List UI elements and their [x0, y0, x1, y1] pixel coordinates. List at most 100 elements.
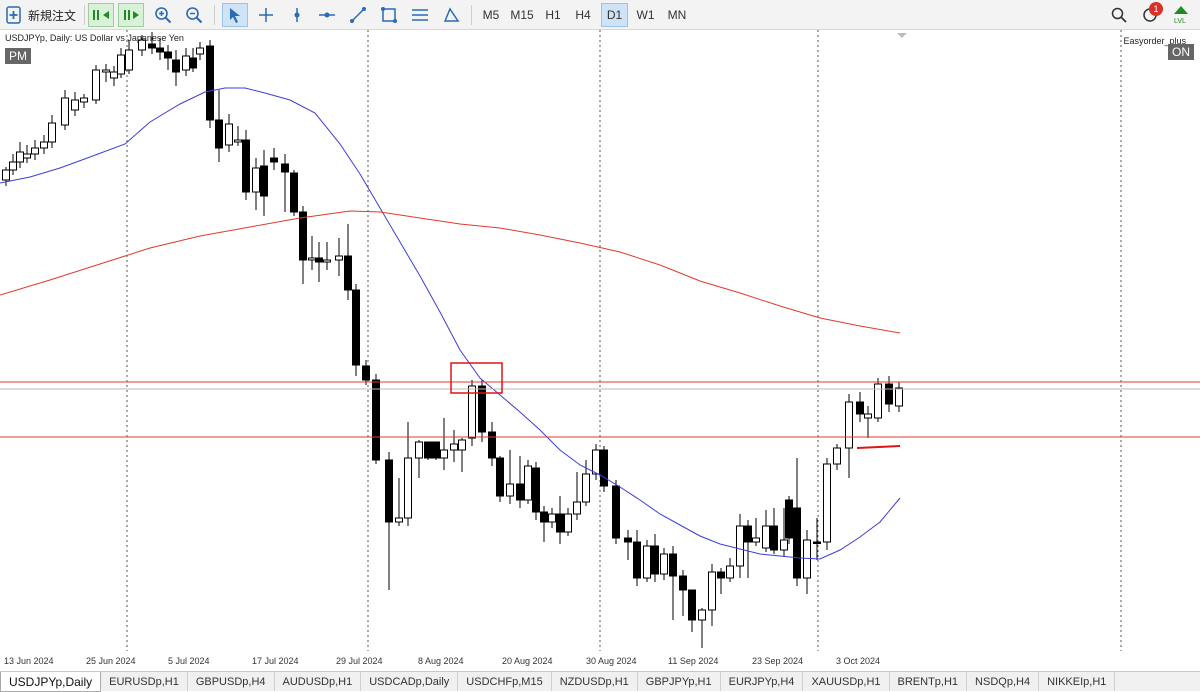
candle-body [624, 537, 632, 543]
candle-body [196, 47, 204, 55]
tab-eurjpy-h4[interactable]: EURJPYp,H4 [721, 672, 804, 691]
candle-body [404, 457, 412, 519]
candle-body [592, 449, 600, 475]
tab-usdjpy-daily[interactable]: USDJPYp,Daily [0, 672, 102, 692]
one-click-trading-icon[interactable] [88, 3, 114, 27]
candle-body [874, 383, 882, 419]
tab-brent-h1[interactable]: BRENTp,H1 [890, 672, 968, 691]
tab-xauusd-h1[interactable]: XAUUSDp,H1 [803, 672, 890, 691]
candle-body [488, 431, 496, 459]
candle-body [744, 525, 752, 543]
candle-body [156, 47, 164, 53]
timeframe-h1-button[interactable]: H1 [545, 8, 561, 22]
candle-body [299, 211, 307, 261]
candle-body [660, 553, 668, 575]
candle-body [450, 443, 458, 451]
x-axis-tick-label: 5 Jul 2024 [168, 656, 210, 666]
tab-gbpusd-h4[interactable]: GBPUSDp,H4 [188, 672, 275, 691]
zoom-in-icon[interactable] [151, 3, 175, 27]
price-chart[interactable]: 13 Jun 2024 25 Jun 2024 5 Jul 2024 17 Jul 2… [0, 30, 1200, 671]
candle-body [432, 441, 440, 459]
triangle-icon[interactable] [439, 3, 463, 27]
tab-usdchf-m15[interactable]: USDCHFp,M15 [458, 672, 552, 691]
chart-shift-icon[interactable] [118, 3, 144, 27]
candle-body [362, 365, 370, 381]
x-axis-tick-label: 3 Oct 2024 [836, 656, 880, 666]
x-axis-tick-label: 8 Aug 2024 [418, 656, 464, 666]
candle-body [323, 259, 331, 263]
fibonacci-icon[interactable] [408, 3, 432, 27]
new-order-button[interactable]: 新規注文 [6, 3, 76, 27]
zoom-out-icon[interactable] [182, 3, 206, 27]
candle-body [726, 565, 734, 579]
candle-body [813, 541, 821, 544]
candle-body [395, 517, 403, 523]
tab-nzdusd-h1[interactable]: NZDUSDp,H1 [552, 672, 638, 691]
candle-body [736, 525, 744, 567]
x-axis-tick-label: 25 Jun 2024 [86, 656, 136, 666]
timeframe-mn-button[interactable]: MN [667, 8, 687, 22]
candle-body [9, 161, 17, 171]
candle-body [424, 441, 432, 459]
toolbar-separator [214, 5, 215, 25]
candle-body [252, 167, 260, 193]
easyorder-on-toggle[interactable]: ON [1168, 44, 1194, 60]
candle-body [290, 172, 298, 213]
symbol-label: USDJPYp, Daily: US Dollar vs Japanese Ye… [5, 33, 184, 43]
candle-body [633, 541, 641, 579]
marker-line [856, 445, 901, 449]
moving-average-long [0, 210, 901, 334]
candle-body [102, 69, 110, 73]
candle-body [785, 499, 793, 539]
timeframe-m5-button[interactable]: M5 [482, 8, 500, 22]
pm-badge: PM [5, 48, 31, 64]
timeframe-w1-button[interactable]: W1 [636, 8, 655, 22]
cursor-icon[interactable] [222, 3, 248, 27]
candle-body [2, 169, 10, 181]
candle-body [856, 401, 864, 415]
candle-body [415, 441, 423, 459]
candle-body [148, 43, 156, 49]
search-icon[interactable] [1107, 3, 1131, 27]
candle-body [532, 467, 540, 513]
horizontal-line-icon[interactable] [315, 3, 339, 27]
candle-body [71, 99, 79, 111]
candle-body [885, 383, 893, 405]
candle-body [308, 257, 316, 261]
candle-body [762, 525, 770, 549]
candle-body [315, 257, 323, 263]
candle-body [189, 57, 197, 69]
tab-nsdq-h4[interactable]: NSDQp,H4 [967, 672, 1040, 691]
vertical-line-icon[interactable] [285, 3, 309, 27]
tab-usdcad-daily[interactable]: USDCADp,Daily [361, 672, 459, 691]
candle-body [215, 119, 223, 149]
trendline-icon[interactable] [346, 3, 370, 27]
rectangle-icon[interactable] [377, 3, 401, 27]
tab-audusd-h1[interactable]: AUDUSDp,H1 [275, 672, 362, 691]
timeframe-h4-button[interactable]: H4 [575, 8, 591, 22]
tab-eurusd-h1[interactable]: EURUSDp,H1 [101, 672, 188, 691]
candle-body [458, 439, 466, 451]
candle-body [182, 55, 190, 71]
moving-average-short [0, 87, 901, 560]
level-icon[interactable]: LVL [1168, 3, 1194, 27]
candle-body [698, 609, 706, 621]
candle-body [138, 39, 146, 51]
candle-body [92, 69, 100, 101]
tab-nikkei-h1[interactable]: NIKKEIp,H1 [1039, 672, 1116, 691]
candle-body [548, 513, 556, 523]
candle-body [242, 139, 250, 193]
candle-body [234, 139, 242, 143]
timeframe-m15-button[interactable]: M15 [510, 8, 534, 22]
candle-body [573, 501, 581, 515]
candle-body [372, 379, 380, 461]
candle-body [708, 571, 716, 611]
timeframe-d1-button[interactable]: D1 [601, 3, 628, 27]
toolbar: 新規注文 M5 M15 H1 H4 D1 W1 MN [0, 0, 1200, 30]
candle-body [643, 545, 651, 579]
x-axis-tick-label: 11 Sep 2024 [668, 656, 718, 666]
tab-gbpjpy-h1[interactable]: GBPJPYp,H1 [638, 672, 721, 691]
crosshair-icon[interactable] [254, 3, 278, 27]
candle-body [496, 457, 504, 497]
easyorder-label: Easyorder_plus [1123, 36, 1186, 46]
